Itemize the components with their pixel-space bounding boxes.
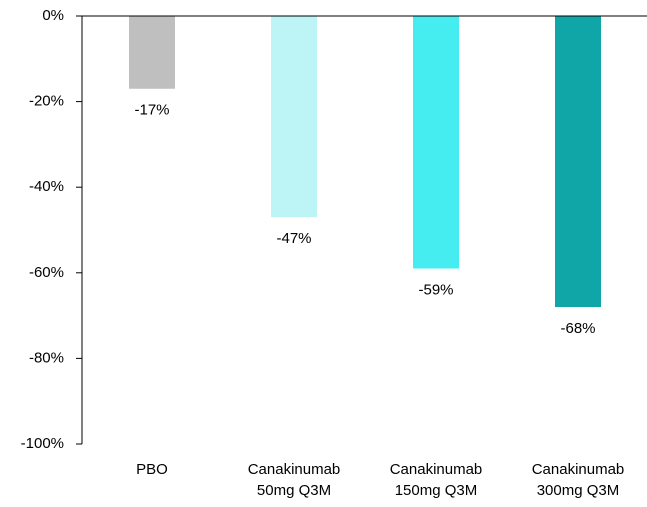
x-tick-label: Canakinumab 50mg Q3M <box>247 461 341 499</box>
y-tick-label: -100% <box>21 435 64 452</box>
y-tick-label: -40% <box>29 178 64 195</box>
x-tick-label: Canakinumab 150mg Q3M <box>389 461 483 499</box>
value-label: -68% <box>560 320 595 337</box>
value-label: -47% <box>276 230 311 247</box>
bar <box>413 16 459 269</box>
bar <box>555 16 601 308</box>
y-tick-label: 0% <box>42 7 64 24</box>
value-label: -17% <box>134 102 169 119</box>
bar <box>271 16 317 218</box>
x-tick-label: Canakinumab 300mg Q3M <box>531 461 625 499</box>
y-tick-label: -60% <box>29 264 64 281</box>
x-tick-label: PBO <box>136 461 168 478</box>
value-label: -59% <box>418 281 453 298</box>
y-tick-label: -20% <box>29 93 64 110</box>
y-tick-label: -80% <box>29 349 64 366</box>
bar <box>129 16 175 89</box>
